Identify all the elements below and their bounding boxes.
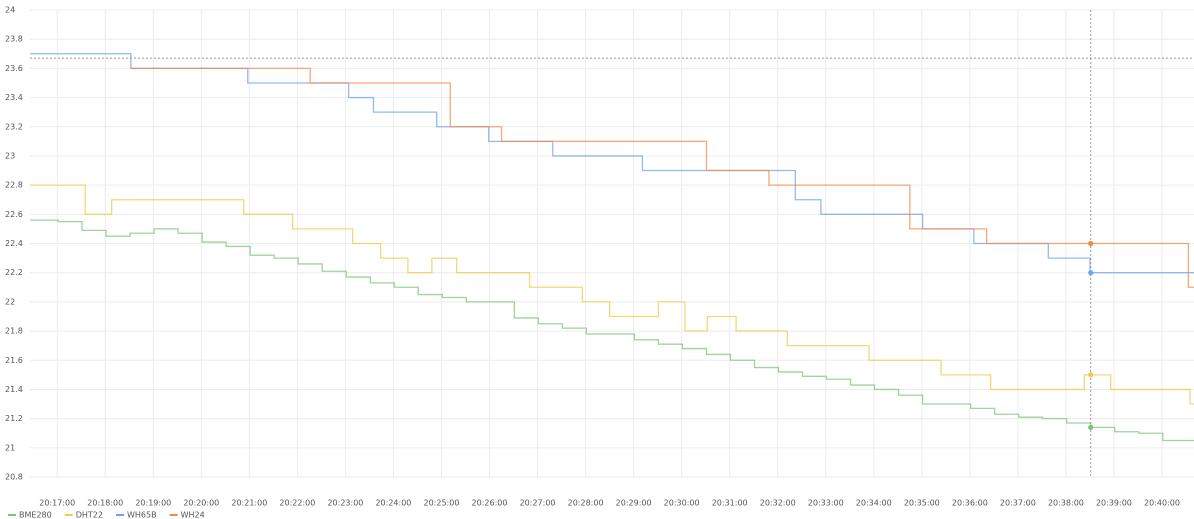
x-tick-label: 20:38:00 (1048, 499, 1084, 508)
x-tick-label: 20:34:00 (856, 499, 892, 508)
x-tick-label: 20:40:00 (1144, 499, 1180, 508)
y-tick-label: 23.6 (5, 64, 23, 73)
x-tick-label: 20:33:00 (808, 499, 844, 508)
x-tick-label: 20:21:00 (231, 499, 267, 508)
y-tick-label: 21.2 (5, 414, 23, 423)
x-tick-label: 20:32:00 (760, 499, 796, 508)
x-tick-label: 20:18:00 (87, 499, 123, 508)
x-tick-label: 20:19:00 (135, 499, 171, 508)
y-tick-label: 21.8 (5, 327, 23, 336)
series-line (30, 219, 1194, 442)
y-tick-label: 22.2 (5, 268, 23, 277)
hover-point (1088, 372, 1094, 378)
x-tick-label: 20:29:00 (616, 499, 652, 508)
y-tick-label: 23.4 (5, 93, 23, 102)
series-line (30, 53, 1194, 274)
x-tick-label: 20:36:00 (952, 499, 988, 508)
x-tick-label: 20:39:00 (1096, 499, 1132, 508)
hover-point (1088, 270, 1094, 276)
series-line (30, 184, 1194, 405)
x-tick-label: 20:30:00 (664, 499, 700, 508)
legend-label: WH65B (127, 511, 157, 519)
hover-point (1088, 424, 1094, 430)
y-tick-label: 22.6 (5, 210, 23, 219)
y-tick-label: 22 (5, 297, 15, 306)
legend-label: DHT22 (76, 511, 103, 519)
hover-point (1088, 240, 1094, 247)
y-tick-label: 22.4 (5, 239, 23, 248)
x-tick-label: 20:35:00 (904, 499, 940, 508)
y-tick-label: 21.6 (5, 356, 23, 365)
x-tick-label: 20:17:00 (39, 499, 75, 508)
x-tick-label: 20:25:00 (424, 499, 460, 508)
y-tick-label: 21 (5, 443, 15, 452)
x-tick-label: 20:31:00 (712, 499, 748, 508)
x-tick-label: 20:28:00 (568, 499, 604, 508)
x-tick-label: 20:20:00 (183, 499, 219, 508)
y-tick-label: 23.2 (5, 122, 23, 131)
legend-label: WH24 (181, 511, 205, 519)
x-tick-label: 20:22:00 (279, 499, 315, 508)
x-tick-label: 20:24:00 (375, 499, 411, 508)
y-tick-label: 23 (5, 151, 15, 160)
y-tick-label: 24 (5, 6, 15, 15)
x-tick-label: 20:27:00 (520, 499, 556, 508)
legend-label: BME280 (19, 511, 52, 519)
x-tick-label: 20:26:00 (472, 499, 508, 508)
x-tick-label: 20:37:00 (1000, 499, 1036, 508)
y-tick-label: 23.8 (5, 35, 23, 44)
y-tick-label: 21.4 (5, 385, 23, 394)
y-tick-label: 22.8 (5, 181, 23, 190)
x-tick-label: 20:23:00 (327, 499, 363, 508)
series-line (130, 67, 1194, 288)
y-tick-label: 20.8 (5, 473, 23, 482)
